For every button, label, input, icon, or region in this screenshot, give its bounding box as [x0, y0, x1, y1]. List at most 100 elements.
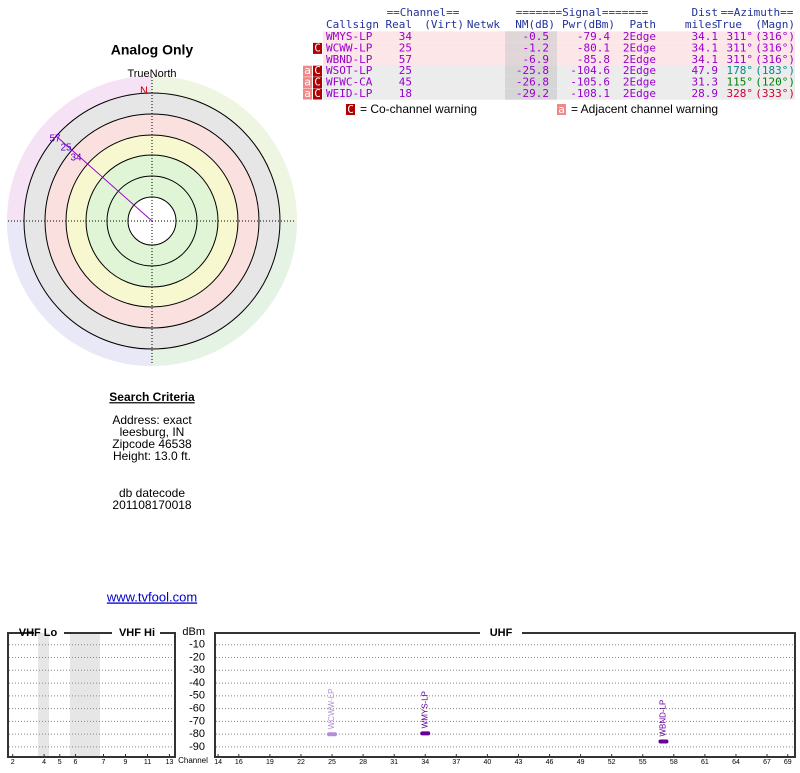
cell-callsign: WSOT-LP: [326, 64, 373, 77]
cell-dist: 34.1: [692, 53, 719, 66]
row-bg: [323, 54, 795, 66]
cell-az-true: 115°: [727, 76, 754, 89]
nm-shade: [505, 76, 557, 89]
cell-dist: 34.1: [692, 30, 719, 43]
cell-callsign: WCWW-LP: [326, 41, 373, 54]
cell-path: 2Edge: [623, 87, 656, 100]
cell-real: 18: [399, 87, 412, 100]
legend-text: = Co-channel warning: [360, 102, 477, 116]
cell-az-magn: (316°): [755, 30, 795, 43]
search-line: leesburg, IN: [120, 425, 185, 439]
link[interactable]: www.tvfool.com: [106, 589, 197, 604]
ray-label: 57: [49, 134, 61, 145]
panel-border: [214, 632, 796, 758]
cell-nm: -26.8: [516, 76, 549, 89]
column-header: True: [716, 18, 743, 31]
band-shade: [38, 633, 49, 758]
x-tick-label: 7: [102, 759, 106, 766]
warning-box: [303, 77, 312, 89]
x-tick-label: 25: [328, 759, 336, 766]
x-tick-label: 6: [73, 759, 77, 766]
y-tick-label: -20: [189, 651, 205, 663]
legend-text: = Adjacent channel warning: [571, 102, 718, 116]
row-bg: [323, 76, 795, 89]
ray-label: 34: [70, 153, 82, 164]
column-header: (Virt): [424, 18, 464, 31]
cell-az-true: 178°: [727, 64, 754, 77]
column-header: (Magn): [755, 18, 795, 31]
cell-az-true: 311°: [727, 41, 754, 54]
cell-callsign: WBND-LP: [326, 53, 373, 66]
y-axis-label: dBm: [182, 626, 205, 638]
search-title: Search Criteria: [109, 390, 195, 404]
x-tick-label: 40: [483, 759, 491, 766]
column-header: Pwr(dBm): [562, 18, 615, 31]
y-tick-label: -30: [189, 664, 205, 676]
header-group: ==Channel==: [387, 6, 460, 19]
row-bg: [323, 31, 795, 43]
warning-symbol: C: [314, 76, 321, 89]
legend-box: [557, 104, 566, 115]
cell-real: 57: [399, 53, 412, 66]
panel-border: [7, 632, 176, 758]
header-group: =======Signal=======: [516, 6, 649, 19]
cell-pwr: -104.6: [570, 64, 610, 77]
cell-nm: -6.9: [523, 53, 550, 66]
y-tick-label: -50: [189, 690, 205, 702]
cell-pwr: -108.1: [570, 87, 610, 100]
x-tick-label: 28: [359, 759, 367, 766]
cell-pwr: -105.6: [570, 76, 610, 89]
nm-shade: [505, 54, 557, 66]
cell-pwr: -85.8: [577, 53, 610, 66]
warning-symbol: a: [304, 76, 311, 89]
y-tick-label: -10: [189, 639, 205, 651]
warning-symbol: a: [304, 64, 311, 77]
cell-az-magn: (333°): [755, 87, 795, 100]
nm-shade: [505, 31, 557, 43]
warning-box: [313, 77, 322, 89]
legend-symbol: a: [558, 103, 565, 116]
column-header: NM(dB): [515, 18, 555, 31]
x-tick-label: 69: [784, 759, 792, 766]
legend-symbol: C: [347, 103, 354, 116]
cell-dist: 34.1: [692, 41, 719, 54]
datecode-label: db datecode: [119, 486, 185, 500]
cell-nm: -0.5: [523, 30, 550, 43]
x-tick-label: 19: [266, 759, 274, 766]
datecode: 201108170018: [112, 498, 192, 512]
ray-label: 25: [60, 143, 72, 154]
warning-symbol: C: [314, 87, 321, 100]
column-header: Netwk: [467, 18, 500, 31]
signal-marker: [658, 739, 669, 744]
row-bg: [323, 65, 795, 77]
x-tick-label: 16: [235, 759, 243, 766]
cell-callsign: WMYS-LP: [326, 30, 373, 43]
signal-marker: [420, 731, 431, 736]
header-group: ==Azimuth==: [721, 6, 794, 19]
cell-az-magn: (316°): [755, 53, 795, 66]
x-tick-label: 22: [297, 759, 305, 766]
y-tick-label: -40: [189, 677, 205, 689]
cell-pwr: -79.4: [577, 30, 610, 43]
panel-title: UHF: [490, 627, 513, 639]
x-axis-label: Channel: [178, 756, 208, 765]
cell-path: 2Edge: [623, 41, 656, 54]
search-line: Address: exact: [112, 413, 192, 427]
nm-shade: [505, 65, 557, 77]
x-tick-label: 49: [577, 759, 585, 766]
cell-az-true: 311°: [727, 53, 754, 66]
warning-symbol: a: [304, 87, 311, 100]
x-tick-label: 46: [546, 759, 554, 766]
x-tick-label: 37: [452, 759, 460, 766]
x-tick-label: 64: [732, 759, 740, 766]
compass: [7, 76, 297, 366]
x-tick-label: 31: [390, 759, 398, 766]
cell-callsign: WEID-LP: [326, 87, 373, 100]
y-tick-label: -70: [189, 715, 205, 727]
warning-box: [303, 88, 312, 100]
signal-label: WMYS-LP: [420, 691, 429, 728]
cell-path: 2Edge: [623, 76, 656, 89]
row-bg: [323, 42, 795, 55]
x-tick-label: 5: [58, 759, 62, 766]
y-tick-label: -60: [189, 703, 205, 715]
